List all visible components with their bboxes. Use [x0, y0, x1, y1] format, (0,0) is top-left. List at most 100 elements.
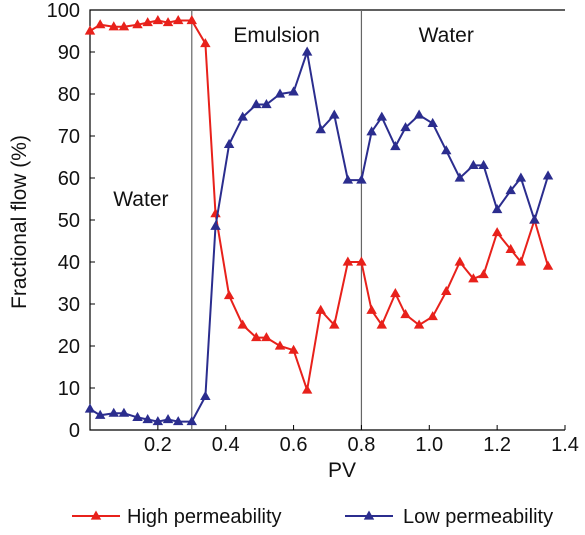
data-point: [288, 86, 299, 96]
y-tick-label: 80: [58, 84, 80, 106]
legend-item: High permeability: [72, 506, 282, 528]
data-point: [251, 332, 262, 342]
data-point: [261, 99, 272, 109]
plot-border: [89, 9, 565, 431]
data-point: [108, 407, 119, 417]
region-label: Water: [113, 188, 168, 211]
data-point: [515, 172, 527, 182]
data-point: [454, 172, 466, 182]
data-point: [329, 109, 340, 119]
data-point: [274, 88, 286, 98]
data-point: [413, 319, 425, 329]
data-point: [251, 99, 262, 109]
y-tick-label: 0: [69, 420, 80, 442]
y-tick-label: 40: [58, 252, 80, 274]
data-point: [223, 290, 235, 300]
data-point: [315, 304, 326, 314]
series-layer: [84, 15, 554, 426]
data-point: [288, 344, 299, 354]
data-point: [315, 124, 326, 134]
data-point: [301, 384, 313, 394]
data-point: [342, 256, 354, 266]
region-dividers: [191, 10, 363, 430]
data-point: [413, 109, 425, 119]
data-point: [366, 126, 377, 136]
data-point: [468, 159, 479, 169]
series-line: [89, 51, 549, 423]
data-point: [505, 243, 516, 253]
data-point: [118, 407, 130, 417]
legend-label: High permeability: [127, 506, 282, 528]
data-point: [491, 227, 503, 237]
data-point: [84, 403, 96, 413]
x-tick-label: 0.4: [212, 434, 240, 456]
x-tick-label: 1.2: [483, 434, 511, 456]
data-point: [301, 46, 313, 56]
data-point: [84, 25, 96, 35]
data-point: [108, 21, 119, 31]
y-tick-label: 70: [58, 126, 80, 148]
data-point: [376, 111, 388, 121]
y-tick-label: 20: [58, 336, 80, 358]
y-tick-label: 50: [58, 210, 80, 232]
y-axis-ticks: 0 10 20 30 40 50 60 70 80 90 100: [47, 0, 95, 442]
data-point: [162, 17, 174, 27]
series-low-permeability: [84, 46, 554, 426]
data-point: [172, 416, 184, 426]
region-label: Water: [419, 24, 474, 47]
data-point: [529, 214, 540, 224]
x-tick-label: 0.6: [280, 434, 308, 456]
data-point: [118, 21, 130, 31]
data-point: [186, 15, 198, 25]
data-point: [454, 256, 466, 266]
data-point: [186, 416, 198, 426]
data-point: [441, 285, 452, 295]
data-point: [94, 409, 106, 419]
data-point: [427, 117, 438, 127]
data-point: [132, 19, 143, 29]
data-point: [162, 414, 174, 424]
data-point: [542, 170, 554, 180]
y-axis-label: Fractional flow (%): [8, 135, 31, 309]
legend: High permeability Low permeability: [72, 506, 553, 528]
data-point: [152, 416, 164, 426]
plot-frame: [89, 9, 565, 431]
data-point: [200, 38, 211, 48]
data-point: [491, 204, 503, 214]
data-point: [390, 141, 401, 151]
data-point: [356, 174, 367, 184]
data-point: [390, 288, 401, 298]
x-tick-label: 0.2: [144, 434, 172, 456]
data-point: [515, 256, 527, 266]
data-point: [366, 304, 377, 314]
y-tick-label: 100: [47, 0, 80, 22]
data-point: [441, 145, 452, 155]
x-tick-label: 0.8: [348, 434, 376, 456]
x-tick-label: 1.0: [415, 434, 443, 456]
data-point: [478, 269, 489, 279]
data-point: [172, 15, 184, 25]
y-tick-label: 30: [58, 294, 80, 316]
legend-label: Low permeability: [403, 506, 553, 528]
data-point: [237, 319, 248, 329]
data-point: [376, 319, 388, 329]
series-high-permeability: [84, 15, 554, 394]
data-point: [152, 15, 164, 25]
data-point: [505, 185, 516, 195]
data-point: [142, 17, 153, 27]
region-labels: Water Emulsion Water: [113, 24, 474, 211]
data-point: [542, 260, 554, 270]
data-point: [400, 122, 411, 132]
data-point: [468, 273, 479, 283]
x-axis-ticks: 0.2 0.4 0.6 0.8 1.0 1.2 1.4: [144, 425, 579, 456]
data-point: [261, 332, 272, 342]
x-axis-label: PV: [328, 459, 356, 482]
data-point: [342, 174, 354, 184]
data-point: [132, 411, 143, 421]
data-point: [237, 111, 248, 121]
data-point: [142, 414, 153, 424]
data-point: [94, 19, 106, 29]
data-point: [223, 138, 235, 148]
legend-marker: [363, 510, 375, 520]
